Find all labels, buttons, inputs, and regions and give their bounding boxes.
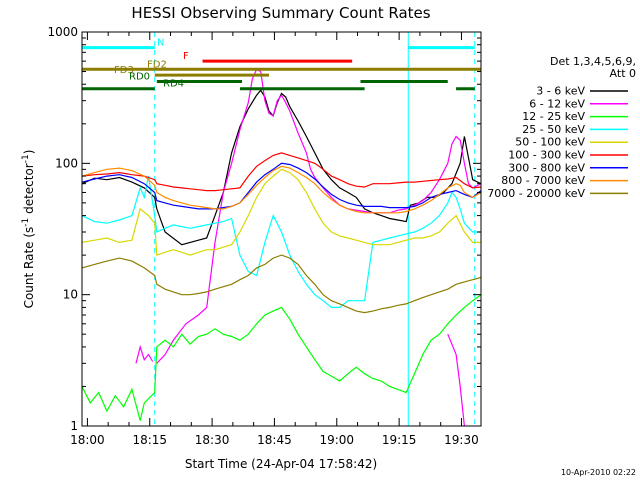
- series-3-line-0: [82, 175, 481, 308]
- x-axis-label: Start Time (24-Apr-04 17:58:42): [185, 457, 377, 471]
- x-tick-label-2: 18:30: [195, 433, 230, 447]
- y-axis-label-end: ): [22, 150, 36, 155]
- footer-stamp: 10-Apr-2010 02:22: [561, 468, 636, 477]
- flag-bar-label-2: FD2: [147, 59, 167, 70]
- plot-frame: [81, 31, 482, 427]
- legend-header-1: Att 0: [610, 67, 636, 80]
- y-tick-label-0: 1: [70, 419, 78, 433]
- x-tick-label-4: 19:00: [319, 433, 354, 447]
- y-tick-label-2: 100: [55, 156, 78, 170]
- series-5: [82, 152, 481, 192]
- y-axis-label: Count Rate (s-1 detector-1): [21, 150, 36, 309]
- y-tick-label-1: 10: [63, 288, 78, 302]
- y-axis: 1 10 100 1000: [47, 25, 481, 433]
- series-4: [82, 168, 481, 256]
- series-8: [82, 254, 481, 314]
- x-tick-label-1: 18:15: [132, 433, 167, 447]
- legend-label-2: 12 - 25 keV: [522, 110, 585, 123]
- legend-label-4: 50 - 100 keV: [515, 136, 585, 149]
- series-1: [135, 68, 481, 426]
- series-1-line-1: [156, 68, 481, 364]
- flag-bar-label-1: F: [183, 51, 189, 62]
- legend-label-6: 300 - 800 keV: [508, 161, 585, 174]
- legend-label-1: 6 - 12 keV: [529, 97, 585, 110]
- series-6: [82, 162, 481, 210]
- y-axis-label-sup1: -1: [21, 218, 31, 227]
- flag-bar-label-4: RD0: [129, 71, 150, 82]
- y-axis-label-main: Count Rate (s: [22, 227, 36, 309]
- series-7-line-0: [82, 165, 481, 214]
- x-tick-label-0: 18:00: [70, 433, 105, 447]
- series-4-line-0: [82, 168, 481, 256]
- series-8-line-0: [82, 254, 481, 314]
- y-axis-label-mid: detector: [22, 163, 36, 218]
- legend-header-0: Det 1,3,4,5,6,9,: [550, 55, 636, 68]
- series-2: [82, 294, 481, 421]
- series-1-line-0: [135, 344, 154, 364]
- legend-label-7: 800 - 7000 keV: [501, 174, 585, 187]
- series-3: [82, 175, 481, 308]
- series-1-line-2: [447, 333, 465, 426]
- y-axis-label-sup2: -1: [21, 154, 31, 163]
- flag-bar-label-5: RD4: [163, 79, 184, 90]
- legend-label-8: 7000 - 20000 keV: [487, 187, 585, 200]
- legend-label-0: 3 - 6 keV: [536, 85, 585, 98]
- legend-label-5: 100 - 300 keV: [508, 149, 585, 162]
- chart-title: HESSI Observing Summary Count Rates: [131, 4, 430, 22]
- x-axis: 18:00 18:15 18:30 18:45 19:00 19:15 19:30: [70, 32, 479, 447]
- series-6-line-0: [82, 162, 481, 210]
- x-tick-label-3: 18:45: [257, 433, 292, 447]
- legend-label-3: 25 - 50 keV: [522, 123, 585, 136]
- series-5-line-0: [82, 152, 481, 192]
- x-tick-label-6: 19:30: [444, 433, 479, 447]
- x-tick-label-5: 19:15: [382, 433, 417, 447]
- flag-bar-label-0: N: [157, 38, 164, 49]
- y-tick-label-3: 1000: [47, 25, 78, 39]
- plot-inner: [82, 32, 481, 426]
- flag-bar-label-3: FD3: [114, 65, 134, 76]
- series-2-line-0: [82, 294, 481, 421]
- series-7: [82, 165, 481, 214]
